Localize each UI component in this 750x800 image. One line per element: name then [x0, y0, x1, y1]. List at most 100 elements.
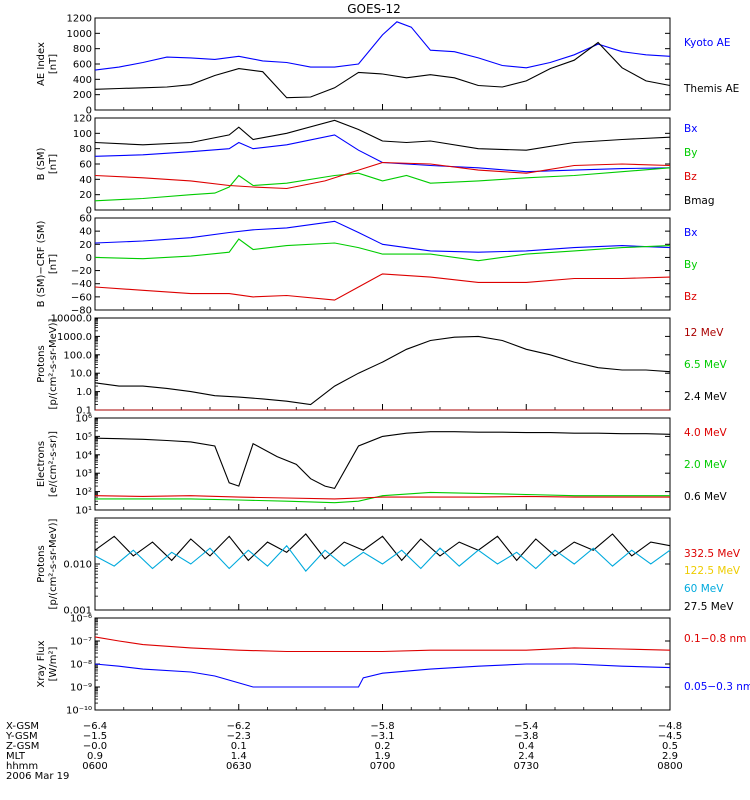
- legend-bz: Bz: [684, 171, 697, 183]
- y-tick-label: 10³: [75, 469, 92, 480]
- panel-electrons: 10¹ 10² 10³ 10⁴ 10⁵ 10⁶ Electrons[e/(cm²-s-sr)…: [36, 414, 728, 517]
- x-axis-value: −6.4: [83, 721, 107, 732]
- y-tick-label: 10²: [75, 487, 92, 498]
- legend-12-mev: 12 MeV: [684, 327, 724, 339]
- y-tick-label: 0.001: [63, 606, 92, 617]
- panel-protons2: 0.001 0.010 Protons[p/(cm²-s-sr-MeV)] 332.5…: [36, 517, 741, 617]
- y-tick-label: 60: [79, 160, 92, 171]
- y-tick-label: 10¹: [75, 506, 92, 517]
- x-axis-value: −3.8: [514, 731, 538, 742]
- x-axis-value: 0.2: [375, 741, 391, 752]
- y-tick-label: 10⁻⁹: [70, 683, 92, 694]
- y-tick-label: 0: [86, 106, 92, 117]
- y-tick-label: 800: [73, 44, 92, 55]
- x-axis-value: 0630: [226, 761, 251, 772]
- x-axis-value: 0.9: [87, 751, 103, 762]
- legend-0-6-mev: 0.6 MeV: [684, 491, 728, 503]
- x-axis-value: 1.4: [231, 751, 247, 762]
- y-tick-label: 80: [79, 144, 92, 155]
- series-60-mev: [94, 544, 671, 572]
- x-axis-value: −3.1: [370, 731, 394, 742]
- panel-frame: [94, 17, 671, 111]
- x-axis-value: 0.1: [231, 741, 247, 752]
- legend-0-05-0-3-nm: 0.05−0.3 nm: [684, 681, 750, 693]
- legend-4-0-mev: 4.0 MeV: [684, 427, 728, 439]
- y-tick-label: 20: [79, 240, 92, 251]
- legend-0-1-0-8-nm: 0.1−0.8 nm: [684, 633, 746, 645]
- x-axis-value: −4.8: [658, 721, 682, 732]
- y-axis-label: B (SM)−CRF (SM)[nT]: [36, 220, 59, 307]
- x-axis-value: −5.8: [370, 721, 394, 732]
- y-tick-label: 40: [79, 175, 92, 186]
- series-bz: [94, 273, 671, 301]
- series-2-0-mev: [95, 491, 670, 504]
- y-tick-label: 10⁻⁷: [70, 637, 92, 648]
- y-axis-label: Electrons[e/(cm²-s-sr)]: [36, 431, 59, 497]
- y-tick-label: 200: [73, 90, 92, 101]
- x-axis-value: −4.5: [658, 731, 682, 742]
- panel-frame: [94, 117, 671, 211]
- y-tick-label: 40: [79, 227, 92, 238]
- series-27-5-mev: [94, 533, 671, 562]
- x-axis-value: 0800: [657, 761, 682, 772]
- y-tick-label: 100.0: [63, 350, 92, 361]
- y-tick-label: 10⁴: [75, 450, 92, 461]
- x-axis-value: −1.5: [83, 731, 107, 742]
- y-tick-label: 600: [73, 60, 92, 71]
- y-axis-label: Protons[p/(cm²-s-sr-MeV)]: [36, 518, 59, 609]
- x-axis-value: 0730: [514, 761, 539, 772]
- series-0-05-0-3-nm: [94, 663, 671, 688]
- legend-by: By: [684, 147, 697, 159]
- y-tick-label: 60: [79, 214, 92, 225]
- y-tick-label: 10⁻⁸: [70, 660, 92, 671]
- y-tick-label: 0.010: [63, 560, 92, 571]
- y-tick-label: 400: [73, 75, 92, 86]
- y-axis-label-line: [p/(cm²-s-sr-MeV)]: [48, 318, 59, 409]
- y-tick-label: 1000.0: [57, 332, 92, 343]
- x-axis-row-label: MLT: [6, 751, 26, 762]
- x-axis-value: −6.2: [227, 721, 251, 732]
- y-tick-label: −60: [71, 292, 92, 303]
- series-themis-ae: [94, 41, 671, 99]
- x-axis-value: 1.9: [375, 751, 391, 762]
- series-bz: [94, 161, 671, 190]
- legend-27-5-mev: 27.5 MeV: [684, 601, 734, 613]
- x-axis-row-label: X-GSM: [6, 721, 39, 732]
- legend-bx: Bx: [684, 227, 697, 239]
- panel-b: 0 20 40 60 80 100 120 B (SM)[nT] Bx By Bz Bmag: [36, 114, 715, 217]
- x-axis-row-label: Y-GSM: [5, 731, 38, 742]
- panel-xray: 10⁻¹⁰ 10⁻⁹ 10⁻⁸ 10⁻⁷ 10⁻⁶ Xray Flux[W/m²] 0.1−…: [36, 614, 750, 717]
- series-kyoto-ae: [94, 21, 671, 71]
- y-tick-label: 10.0: [70, 369, 92, 380]
- y-tick-label: 10⁶: [75, 414, 92, 425]
- series-0-1-0-8-nm: [94, 636, 671, 653]
- series-4-0-mev: [94, 495, 670, 500]
- y-axis-label-line: Protons: [36, 345, 47, 382]
- y-tick-label: 120: [73, 114, 92, 125]
- y-tick-label: −80: [71, 306, 92, 317]
- y-tick-label: 10000.0: [51, 314, 92, 325]
- y-tick-label: 10⁵: [75, 432, 92, 443]
- y-tick-label: 0: [86, 206, 92, 217]
- legend-2-4-mev: 2.4 MeV: [684, 391, 728, 403]
- x-axis-value: 0600: [82, 761, 107, 772]
- y-tick-label: −20: [71, 266, 92, 277]
- panel-bdiff: −80 −60 −40 −20 0 20 40 60 B (SM)−CRF (SM)[nT] Bx…: [36, 214, 697, 317]
- plot-title: GOES-12: [347, 2, 401, 16]
- legend-bx: Bx: [684, 123, 697, 135]
- y-axis-label-line: Xray Flux: [36, 640, 47, 687]
- y-axis-label-line: [nT]: [48, 54, 59, 74]
- legend-2-0-mev: 2.0 MeV: [684, 459, 728, 471]
- y-tick-label: 0.1: [76, 406, 92, 417]
- legend-bmag: Bmag: [684, 195, 715, 207]
- y-axis-label-line: AE Index: [36, 42, 47, 86]
- y-axis-label: Protons[p/(cm²-s-sr-MeV)]: [36, 318, 59, 409]
- y-axis-label-line: B (SM)−CRF (SM): [36, 220, 47, 307]
- y-tick-label: 1200: [67, 14, 92, 25]
- y-tick-label: 20: [79, 190, 92, 201]
- x-axis-value: 2.9: [662, 751, 678, 762]
- series-by: [94, 167, 671, 202]
- y-axis-label-line: [W/m²]: [48, 646, 59, 681]
